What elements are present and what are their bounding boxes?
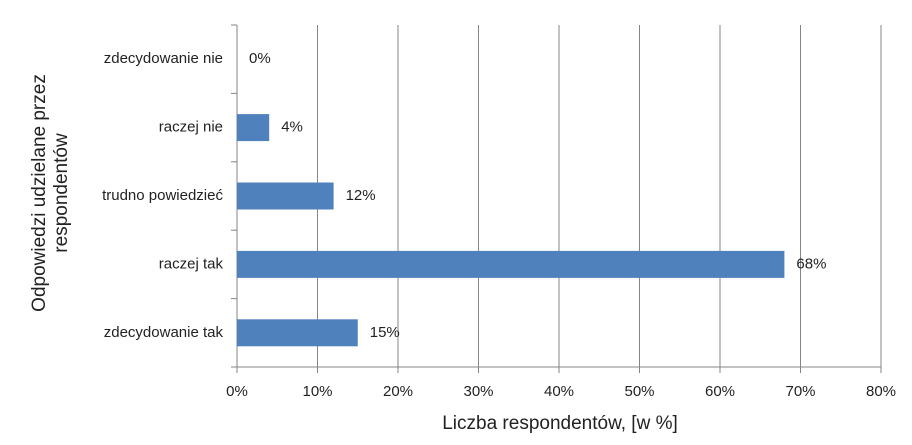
value-label: 4%	[281, 119, 303, 136]
bar	[237, 182, 334, 210]
y-axis-title: respondentów	[51, 133, 72, 253]
y-tick-label: zdecydowanie nie	[104, 50, 223, 67]
x-tick-label: 10%	[302, 383, 332, 400]
x-tick-label: 30%	[463, 383, 493, 400]
y-axis-title: Odpowiedzi udzielane przez	[29, 74, 50, 312]
x-tick-label: 0%	[226, 383, 248, 400]
value-label: 0%	[249, 50, 271, 67]
bar	[237, 319, 358, 347]
x-tick-label: 60%	[705, 383, 735, 400]
x-tick-label: 50%	[624, 383, 654, 400]
x-tick-label: 70%	[785, 383, 815, 400]
y-tick-label: raczej tak	[159, 255, 224, 272]
y-tick-label: raczej nie	[159, 119, 223, 136]
x-axis-title: Liczba respondentów, [w %]	[442, 413, 678, 434]
bar	[237, 250, 785, 278]
y-tick-label: zdecydowanie tak	[104, 324, 224, 341]
value-label: 15%	[370, 324, 400, 341]
x-tick-label: 20%	[383, 383, 413, 400]
value-label: 68%	[796, 255, 826, 272]
x-tick-label: 80%	[866, 383, 896, 400]
value-label: 12%	[346, 187, 376, 204]
y-tick-label: trudno powiedzieć	[102, 187, 223, 204]
bar	[237, 114, 270, 142]
x-tick-label: 40%	[544, 383, 574, 400]
